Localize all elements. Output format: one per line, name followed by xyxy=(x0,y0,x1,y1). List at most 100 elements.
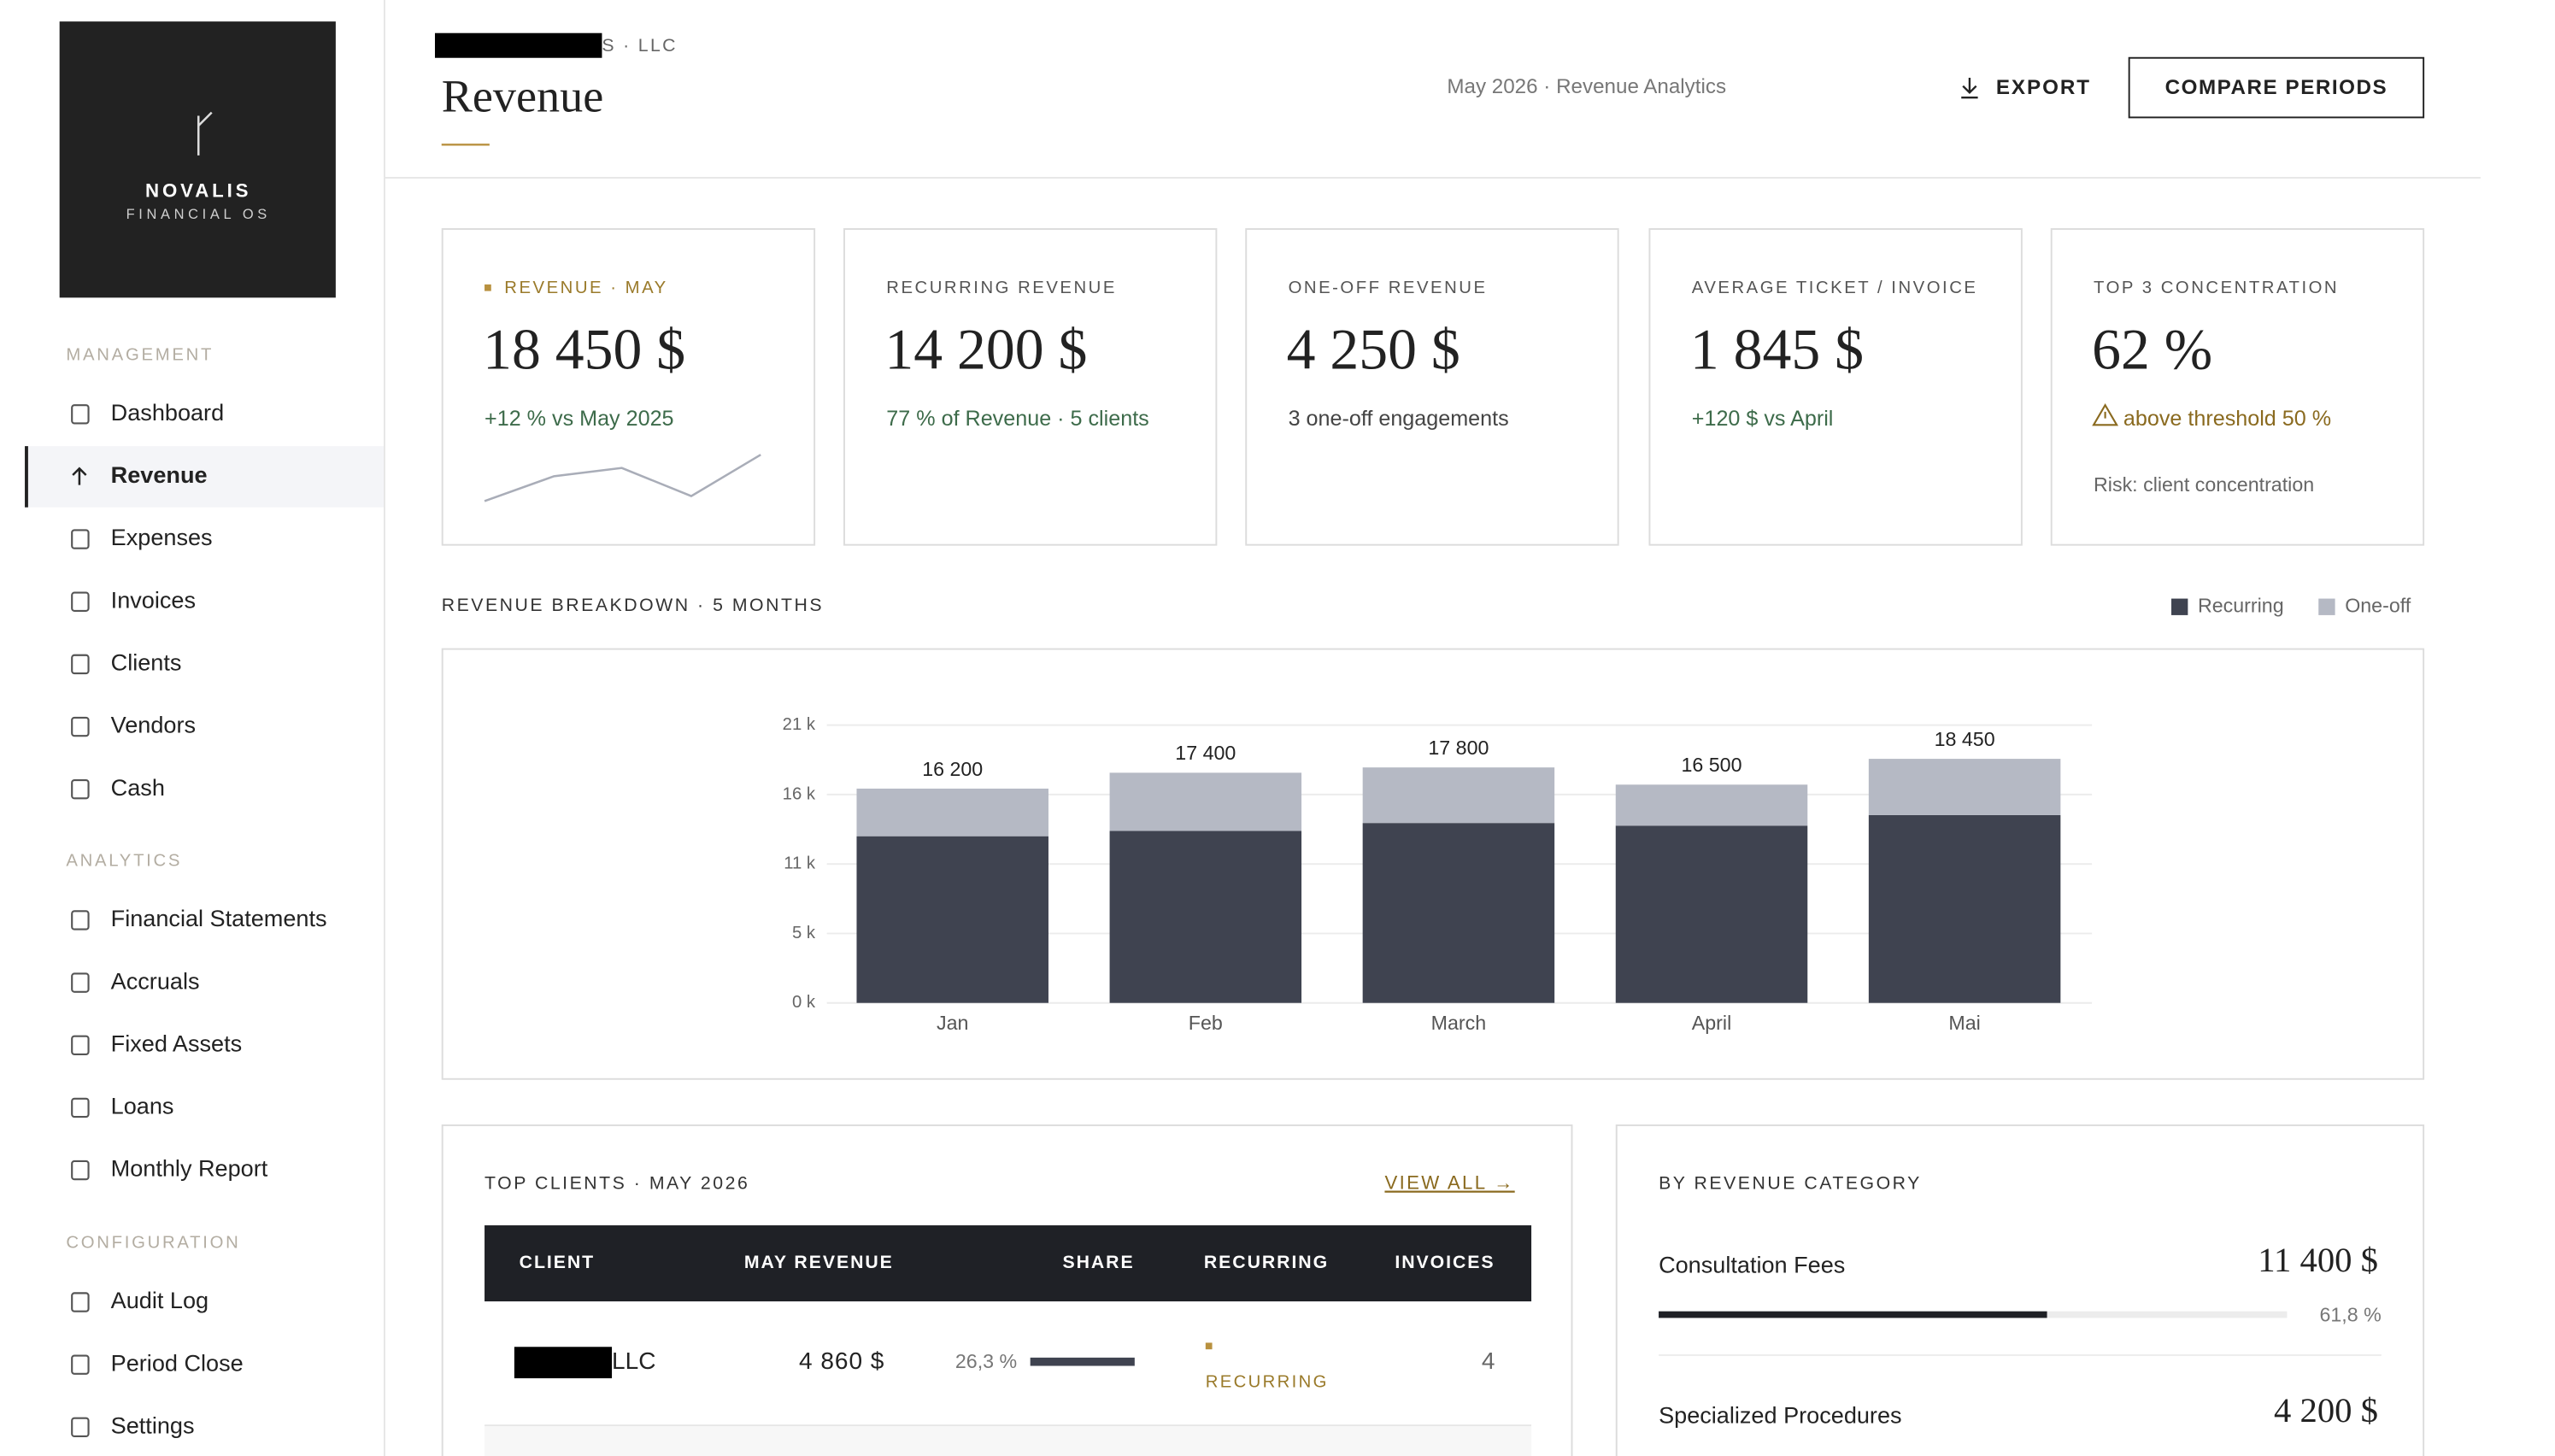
nav-icon xyxy=(71,529,90,549)
client-share-label: 26,3 % xyxy=(955,1350,1017,1372)
nav-label: Loans xyxy=(111,1093,174,1119)
nav-item[interactable]: Vendors xyxy=(71,712,196,738)
kpi-card: REVENUE · MAY 18 450 $ +12 % vs May 2025 xyxy=(441,228,816,546)
kpi-value: 18 450 $ xyxy=(483,318,685,382)
x-tick-label: Mai xyxy=(1948,1012,1980,1034)
kpi-detail: Risk: client concentration xyxy=(2094,473,2314,496)
x-tick-label: March xyxy=(1431,1012,1487,1034)
compare-label: COMPARE PERIODS xyxy=(2165,76,2388,99)
nav-item[interactable]: Loans xyxy=(71,1093,174,1119)
kpi-note: +120 $ vs April xyxy=(1692,407,1834,431)
y-tick-label: 21 k xyxy=(783,715,816,734)
nav-label: Financial Statements xyxy=(111,905,327,931)
category-bar xyxy=(1659,1311,2047,1318)
top-clients-card: TOP CLIENTS · MAY 2026 VIEW ALL → CLIENT MA… xyxy=(441,1124,1573,1456)
nav-label: Monthly Report xyxy=(111,1155,268,1182)
nav-item[interactable]: Settings xyxy=(71,1412,195,1438)
nav-icon xyxy=(72,467,87,485)
nav-label: Invoices xyxy=(111,586,196,613)
nav-item[interactable]: Clients xyxy=(71,649,182,676)
revenue-category-card: BY REVENUE CATEGORY Consultation Fees 11 4… xyxy=(1615,1124,2425,1456)
nav-label: Cash xyxy=(111,774,165,801)
sparkline xyxy=(484,454,761,502)
x-tick-label: Jan xyxy=(937,1012,968,1034)
kpi-card: RECURRING REVENUE 14 200 $ 77 % of Revenue… xyxy=(843,228,1218,546)
logo-mark xyxy=(197,111,213,156)
nav-icon xyxy=(71,1160,90,1181)
table-header-cell: MAY REVENUE xyxy=(744,1252,894,1272)
nav-icon xyxy=(71,1097,90,1118)
nav-item[interactable]: Expenses xyxy=(71,524,213,550)
nav-label: Clients xyxy=(111,649,182,676)
nav-item[interactable]: Revenue xyxy=(25,446,384,508)
nav-label: Audit Log xyxy=(111,1287,209,1313)
table-header-cell: RECURRING xyxy=(1204,1252,1329,1272)
legend-entry: One-off xyxy=(2318,594,2411,616)
bar-segment xyxy=(856,836,1048,1003)
nav-item[interactable]: Monthly Report xyxy=(71,1155,268,1182)
brand-name: NOVALIS xyxy=(145,179,251,201)
nav-icon xyxy=(71,972,90,993)
nav-label: Vendors xyxy=(111,712,196,738)
kpi-note: 77 % of Revenue · 5 clients xyxy=(886,407,1148,431)
logo-box xyxy=(59,21,336,298)
legend-swatch xyxy=(2171,598,2188,615)
table-header-cell: INVOICES xyxy=(1395,1252,1495,1272)
y-tick-label: 11 k xyxy=(784,854,816,873)
kpi-value: 14 200 $ xyxy=(884,318,1087,382)
table-header-cell: CLIENT xyxy=(520,1252,595,1272)
nav-item[interactable]: Accruals xyxy=(71,967,200,994)
bar-total-label: 16 500 xyxy=(1681,754,1742,776)
kpi-value: 4 250 $ xyxy=(1287,318,1460,382)
legend-swatch xyxy=(2318,598,2335,615)
nav-label: Accruals xyxy=(111,967,200,994)
redaction xyxy=(434,32,602,58)
nav-label: Revenue xyxy=(111,461,208,488)
bar-total-label: 17 400 xyxy=(1175,742,1236,764)
kpi-value: 62 % xyxy=(2092,318,2212,382)
nav-icon xyxy=(71,1417,90,1438)
next-row-bg xyxy=(485,1426,1532,1456)
legend-label: Recurring xyxy=(2198,594,2284,616)
nav-item[interactable]: Financial Statements xyxy=(71,905,327,931)
bar-segment xyxy=(1615,784,1808,826)
nav-item[interactable]: Fixed Assets xyxy=(71,1030,242,1056)
chart-title: REVENUE BREAKDOWN · 5 MONTHS xyxy=(442,595,824,615)
nav-icon xyxy=(71,910,90,931)
period-label: May 2026 · Revenue Analytics xyxy=(1447,75,1726,98)
nav-icon xyxy=(71,1035,90,1055)
nav-item[interactable]: Period Close xyxy=(71,1349,244,1376)
recurring-badge: RECURRING xyxy=(1206,1372,1329,1391)
nav-item[interactable]: Dashboard xyxy=(71,399,224,426)
client-invoices: 4 xyxy=(1482,1347,1495,1374)
kpi-label: ONE-OFF REVENUE xyxy=(1289,279,1488,297)
bar-segment xyxy=(1615,825,1808,1003)
nav-item[interactable]: Cash xyxy=(71,774,165,801)
nav-item[interactable]: Audit Log xyxy=(71,1287,209,1313)
bar-total-label: 18 450 xyxy=(1935,728,1995,750)
nav-label: Period Close xyxy=(111,1349,244,1376)
y-tick-label: 16 k xyxy=(783,784,816,803)
bar-total-label: 17 800 xyxy=(1428,737,1489,759)
kpi-card-frame xyxy=(2050,228,2425,546)
nav-icon xyxy=(71,716,90,737)
nav-item[interactable]: Invoices xyxy=(71,586,196,613)
legend-label: One-off xyxy=(2345,594,2411,616)
nav-label: Dashboard xyxy=(111,399,224,426)
category-name: Specialized Procedures xyxy=(1659,1402,1901,1429)
compare-button[interactable]: COMPARE PERIODS xyxy=(2128,56,2425,119)
bar-segment xyxy=(1362,767,1555,824)
category-amount: 11 400 $ xyxy=(2258,1241,2378,1279)
export-label: EXPORT xyxy=(1996,76,2091,99)
category-share-label: 22,8 % xyxy=(2319,1454,2381,1456)
client-revenue: 4 860 $ xyxy=(799,1347,884,1374)
nav-section-title: ANALYTICS xyxy=(66,852,182,871)
client-share-bar xyxy=(1030,1357,1135,1366)
nav-label: Expenses xyxy=(111,524,213,550)
export-button[interactable]: EXPORT xyxy=(1961,76,2091,99)
client-name: LLC xyxy=(612,1347,655,1374)
view-all-link[interactable]: VIEW ALL → xyxy=(1384,1172,1514,1194)
nav-icon xyxy=(71,404,90,425)
